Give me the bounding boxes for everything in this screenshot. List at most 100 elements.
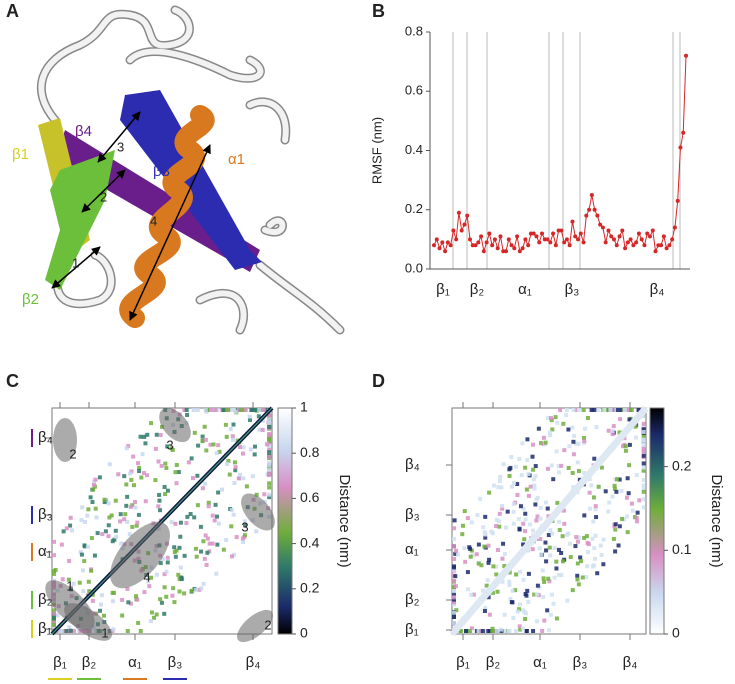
rmsf-point [517, 249, 522, 254]
contact-cell [153, 478, 158, 483]
contact-cell [499, 485, 504, 490]
contact-cell [182, 408, 187, 412]
contact-cell [452, 544, 456, 549]
contact-cell [100, 532, 105, 537]
contact-cell [139, 475, 144, 480]
contact-cell [564, 413, 569, 418]
contact-cell [254, 529, 259, 534]
contact-cell [588, 506, 593, 511]
contact-cell [624, 495, 629, 500]
contact-cell [214, 514, 219, 519]
contact-cell [454, 548, 459, 553]
contact-cell [120, 597, 125, 602]
contact-cell [241, 476, 246, 481]
contact-cell [70, 528, 75, 533]
colorbar-tick-label: 0.2 [672, 457, 692, 473]
contact-cell [620, 516, 625, 521]
contact-cell [122, 517, 127, 522]
contact-cell [85, 544, 90, 549]
contact-cell [582, 513, 587, 518]
contact-cell [570, 425, 575, 430]
contact-cell [123, 512, 128, 517]
contact-cell [228, 426, 233, 431]
row-label: α₁ [38, 543, 52, 560]
contact-cell [238, 408, 243, 412]
contact-cell [182, 591, 187, 596]
rmsf-point [548, 240, 553, 245]
contact-cell [234, 535, 239, 540]
contact-cell [505, 509, 510, 514]
contact-cell [500, 506, 505, 511]
contact-cell [262, 492, 267, 497]
contact-cell [607, 500, 612, 505]
contact-cell [617, 477, 622, 482]
contact-cell [165, 560, 170, 565]
contact-cell [82, 543, 87, 548]
contact-cell [89, 536, 94, 541]
contact-cell [228, 408, 233, 412]
rmsf-point [492, 237, 497, 242]
contact-cell [503, 525, 508, 530]
contact-cell [476, 561, 481, 566]
contact-cell [581, 408, 586, 412]
row-label: β₃ [405, 506, 420, 523]
contact-cell [60, 577, 65, 582]
colorbar-tick-label: 0.2 [300, 580, 320, 596]
contact-cell [238, 472, 243, 477]
contact-cell [465, 516, 470, 521]
rmsf-point [512, 246, 517, 251]
contact-cell [547, 579, 552, 584]
rmsf-point [620, 228, 625, 233]
contact-cell [592, 456, 597, 461]
contact-cell [596, 484, 601, 489]
contact-cell [226, 408, 231, 412]
rmsf-point [515, 234, 520, 239]
contact-cell [524, 487, 529, 492]
contact-cell [566, 427, 571, 432]
rmsf-point [542, 237, 547, 242]
contact-cell [132, 500, 137, 505]
col-label: β₂ [82, 654, 97, 671]
contact-cell [511, 502, 516, 507]
contact-cell [195, 408, 200, 412]
contact-cell [580, 575, 585, 580]
rmsf-point [531, 231, 536, 236]
contact-cell [614, 489, 619, 494]
contact-cell [156, 459, 161, 464]
contact-cell [550, 427, 555, 432]
contact-cell [106, 523, 111, 528]
contact-cell [267, 436, 272, 441]
rmsf-point [670, 237, 675, 242]
contact-cell [562, 521, 567, 526]
contact-cell [200, 486, 205, 491]
contact-cell [523, 465, 528, 470]
rmsf-point [584, 213, 589, 218]
contact-cell [506, 629, 511, 633]
rmsf-point [653, 249, 658, 254]
region-label: α₁ [518, 281, 532, 298]
contact-cell [154, 572, 159, 577]
contact-cell [541, 595, 546, 600]
contact-cell [545, 466, 550, 471]
contact-cell [611, 536, 616, 541]
col-label: β₂ [486, 654, 501, 671]
contact-cell [233, 468, 238, 473]
row-label: β₂ [405, 591, 420, 608]
rmsf-point [432, 243, 436, 248]
rmsf-point [598, 222, 603, 227]
contact-cell [250, 474, 255, 479]
contact-cell [62, 629, 67, 633]
contact-cell [608, 408, 613, 412]
contact-cell [192, 430, 197, 435]
contact-cell [469, 520, 474, 525]
distance-arrow [81, 169, 126, 213]
contact-cell [452, 591, 456, 596]
contact-cell [203, 481, 208, 486]
contact-cell [490, 531, 495, 536]
rmsf-point [623, 246, 628, 251]
contact-cell [254, 408, 259, 412]
contact-cell [138, 434, 143, 439]
contact-cell [556, 464, 561, 469]
rmsf-point [631, 243, 636, 248]
contact-cell [149, 610, 154, 615]
